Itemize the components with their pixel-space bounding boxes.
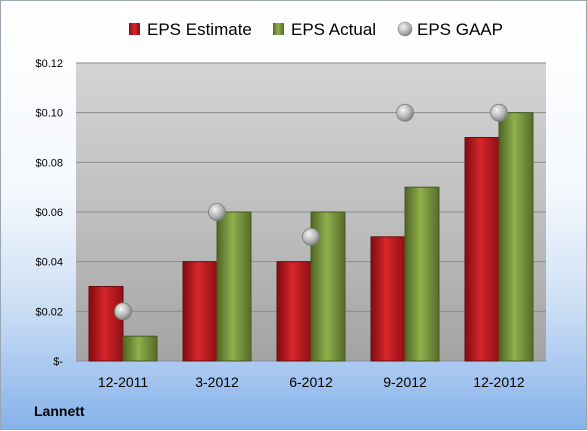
estimate-bar: [182, 261, 218, 362]
gaap-marker: [208, 203, 226, 221]
actual-bar: [404, 186, 440, 362]
actual-bar: [216, 211, 252, 362]
company-label: Lannett: [34, 403, 85, 419]
bars: [88, 112, 534, 362]
x-tick-label: 12-2012: [473, 374, 525, 390]
y-tick-label: $-: [53, 356, 63, 368]
actual-bar: [498, 112, 534, 362]
legend-label: EPS GAAP: [417, 20, 503, 39]
gaap-marker: [114, 302, 132, 321]
x-tick-label: 3-2012: [195, 374, 239, 390]
actual-bar: [122, 335, 158, 362]
legend-swatch-gaap: [397, 21, 413, 37]
legend-swatch-estimate: [129, 23, 140, 35]
estimate-bar: [464, 137, 500, 362]
y-tick-label: $0.08: [35, 157, 63, 169]
y-axis-ticks: $- $0.02 $0.04 $0.06 $0.08 $0.10 $0.12: [35, 58, 63, 368]
gaap-marker: [302, 227, 320, 246]
estimate-bar: [276, 261, 312, 362]
gaap-marker: [396, 103, 414, 122]
legend-label: EPS Estimate: [147, 20, 252, 39]
y-tick-label: $0.02: [35, 306, 63, 318]
gaap-markers: [114, 103, 508, 321]
legend-label: EPS Actual: [291, 20, 376, 39]
x-axis-ticks: 12-2011 3-2012 6-2012 9-2012 12-2012: [98, 374, 525, 390]
x-tick-label: 6-2012: [289, 374, 333, 390]
y-tick-label: $0.04: [35, 257, 63, 269]
gaap-marker: [490, 103, 508, 122]
estimate-bar: [88, 286, 124, 362]
y-tick-label: $0.12: [35, 58, 63, 70]
x-tick-label: 12-2011: [98, 374, 149, 390]
estimate-bar: [370, 236, 406, 362]
y-tick-label: $0.06: [35, 207, 63, 219]
legend: EPS Estimate EPS Actual EPS GAAP: [129, 20, 503, 39]
y-tick-label: $0.10: [35, 108, 63, 120]
legend-swatch-actual: [273, 23, 284, 35]
x-tick-label: 9-2012: [383, 374, 427, 390]
